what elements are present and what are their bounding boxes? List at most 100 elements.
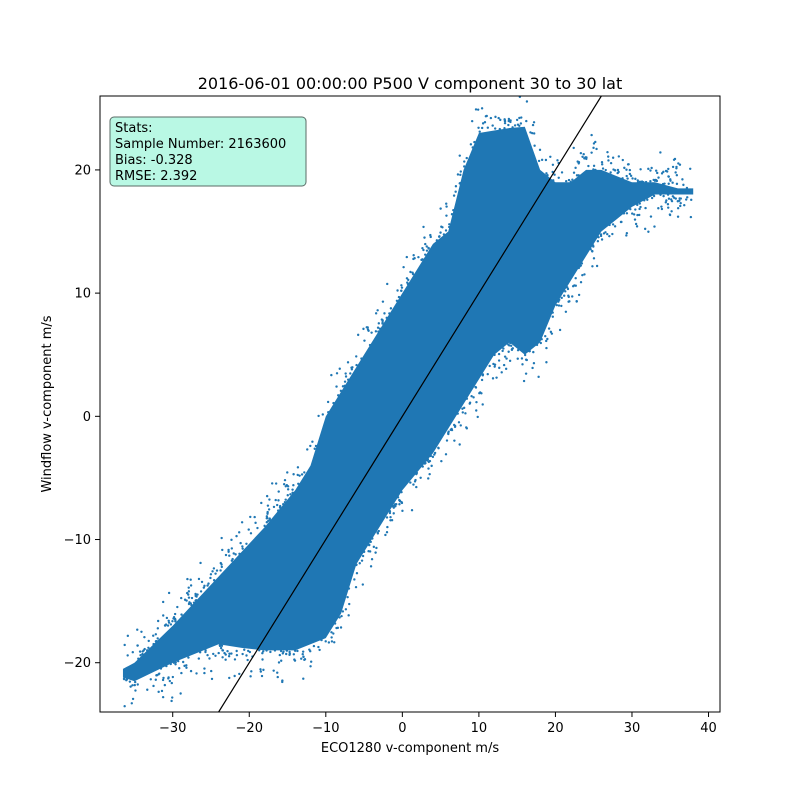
scatter-point	[636, 213, 639, 217]
scatter-point	[126, 634, 130, 638]
scatter-point	[226, 649, 229, 653]
scatter-point	[241, 545, 244, 548]
scatter-point	[497, 359, 501, 362]
scatter-point	[276, 675, 279, 679]
scatter-point	[381, 319, 384, 322]
scatter-point	[355, 572, 359, 575]
scatter-point	[203, 671, 206, 675]
scatter-point	[123, 705, 126, 708]
stats-sample-number: Sample Number: 2163600	[115, 137, 286, 152]
scatter-point	[376, 309, 379, 312]
scatter-point	[647, 167, 650, 171]
scatter-point	[631, 212, 634, 215]
scatter-point	[427, 460, 431, 464]
scatter-point	[190, 596, 194, 600]
scatter-point	[682, 183, 685, 187]
scatter-point	[551, 163, 555, 166]
scatter-point	[293, 659, 297, 662]
scatter-point	[664, 201, 667, 204]
scatter-point	[265, 517, 268, 520]
scatter-point	[154, 633, 158, 636]
scatter-point	[611, 156, 615, 159]
scatter-point	[309, 649, 312, 653]
scatter-point	[389, 307, 393, 310]
scatter-point	[209, 576, 212, 580]
scatter-point	[567, 300, 570, 303]
x-axis-label: ECO1280 v-component m/s	[321, 741, 499, 756]
scatter-point	[504, 367, 508, 371]
scatter-point	[265, 649, 268, 652]
scatter-point	[662, 170, 665, 174]
scatter-point	[335, 372, 339, 375]
scatter-point	[386, 282, 389, 286]
scatter-point	[409, 481, 412, 484]
scatter-point	[355, 355, 358, 358]
scatter-point	[162, 676, 165, 680]
scatter-point	[282, 650, 285, 653]
x-axis: −30 −20 −10 0 10 20 30 40	[159, 712, 717, 736]
scatter-point	[149, 678, 152, 681]
scatter-point	[539, 341, 543, 345]
scatter-point	[161, 678, 165, 682]
scatter-point	[185, 666, 188, 669]
scatter-point	[589, 248, 592, 251]
scatter-point	[607, 159, 610, 162]
scatter-point	[491, 377, 495, 380]
scatter-point	[510, 348, 514, 352]
scatter-point	[344, 375, 348, 378]
scatter-point	[590, 133, 593, 137]
scatter-point	[152, 642, 155, 646]
scatter-point	[332, 401, 335, 405]
scatter-point	[192, 601, 196, 604]
scatter-point	[595, 147, 598, 151]
scatter-point	[545, 339, 548, 343]
scatter-point	[219, 646, 223, 650]
scatter-point	[156, 637, 159, 640]
scatter-point	[429, 454, 433, 458]
scatter-point	[234, 553, 237, 556]
scatter-point	[494, 115, 497, 119]
scatter-point	[594, 168, 597, 172]
scatter-point	[262, 668, 265, 672]
stats-heading: Stats:	[115, 121, 153, 136]
scatter-point	[546, 174, 549, 177]
scatter-point	[667, 182, 670, 185]
scatter-point	[465, 427, 469, 430]
scatter-point	[424, 242, 427, 246]
scatter-point	[219, 569, 222, 572]
scatter-point	[516, 357, 519, 360]
scatter-point	[525, 100, 529, 103]
scatter-point	[346, 595, 349, 599]
scatter-point	[327, 410, 330, 414]
scatter-point	[247, 528, 250, 531]
scatter-point	[401, 509, 404, 513]
scatter-point	[291, 488, 294, 491]
scatter-point	[592, 164, 596, 168]
scatter-point	[301, 653, 304, 656]
scatter-point	[311, 440, 314, 443]
scatter-point	[619, 220, 623, 224]
scatter-point	[240, 521, 244, 524]
scatter-point	[657, 207, 660, 210]
scatter-point	[376, 326, 380, 329]
scatter-point	[372, 545, 376, 549]
scatter-point	[659, 151, 662, 154]
scatter-point	[555, 303, 559, 307]
scatter-point	[143, 635, 146, 639]
stats-box: Stats: Sample Number: 2163600 Bias: -0.3…	[109, 116, 307, 187]
scatter-point	[532, 121, 536, 124]
scatter-point	[577, 293, 581, 297]
scatter-point	[592, 142, 596, 145]
scatter-point	[281, 679, 284, 682]
scatter-point	[429, 233, 432, 237]
scatter-point	[156, 619, 160, 623]
scatter-point	[426, 458, 430, 461]
scatter-point	[365, 326, 368, 329]
scatter-point	[210, 669, 213, 673]
scatter-point	[233, 658, 237, 661]
scatter-point	[503, 121, 507, 125]
scatter-point	[261, 658, 264, 661]
scatter-point	[171, 620, 174, 623]
scatter-point	[600, 160, 604, 164]
scatter-point	[508, 344, 511, 347]
